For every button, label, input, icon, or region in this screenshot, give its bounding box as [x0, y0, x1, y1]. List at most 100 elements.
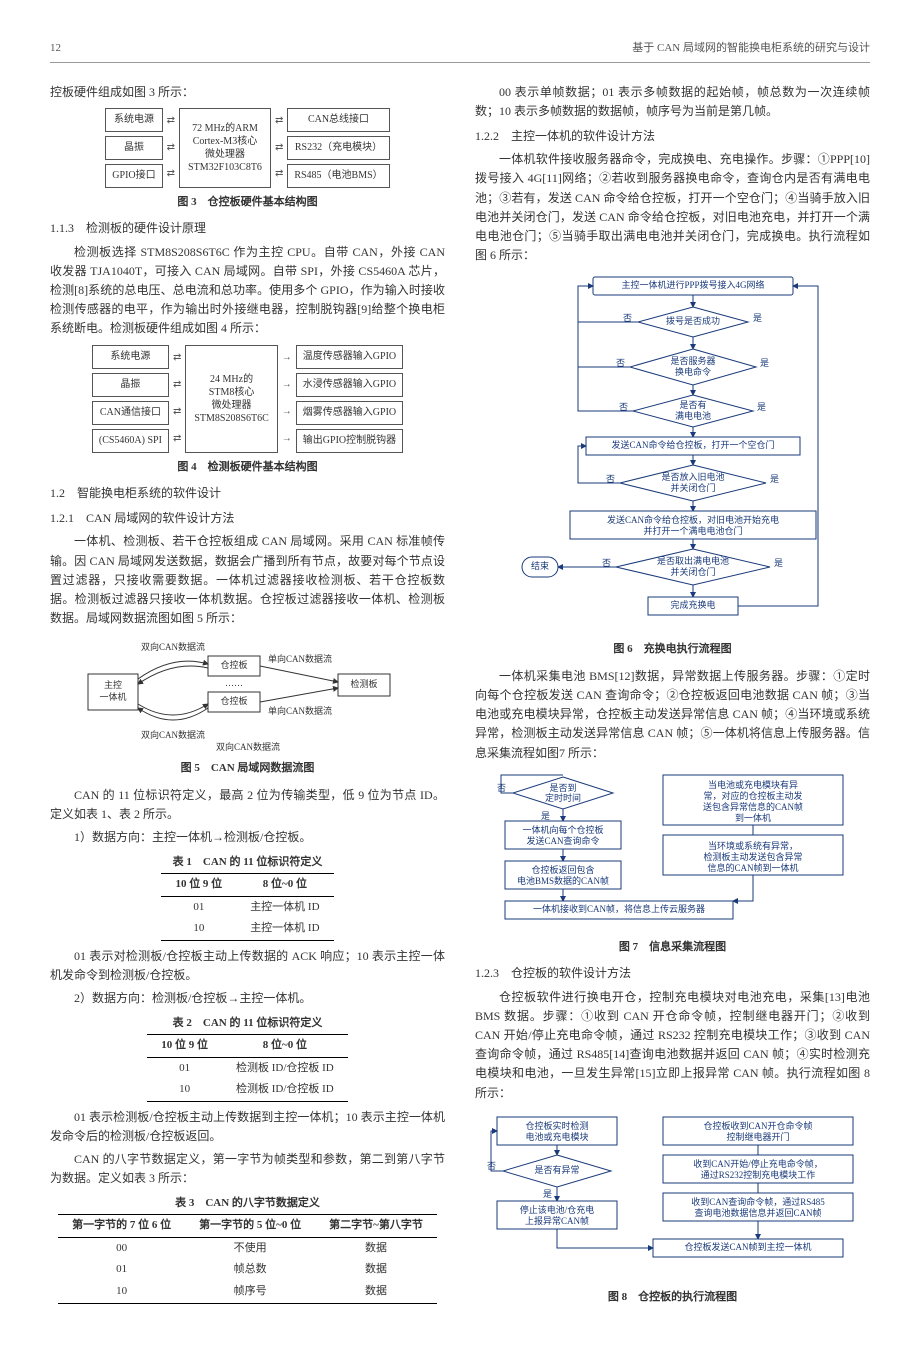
svg-text:是否有: 是否有 — [679, 399, 706, 410]
svg-text:仓控板实时检测: 仓控板实时检测 — [525, 1120, 588, 1131]
fig6-b1-l1: 是否服务器 — [670, 355, 715, 366]
svg-text:并关闭仓门: 并关闭仓门 — [670, 566, 715, 577]
figure-8: 仓控板实时检测 电池或充电模块 仓控板收到CAN开仓命令帧 控制继电器开门 是否… — [483, 1111, 863, 1281]
svg-text:仓控板返回包含: 仓控板返回包含 — [531, 864, 594, 875]
svg-text:双向CAN数据流: 双向CAN数据流 — [140, 729, 204, 740]
svg-text:双向CAN数据流: 双向CAN数据流 — [140, 641, 204, 652]
fig4-left-3: (CS5460A) SPI — [92, 429, 169, 453]
svg-text:收到CAN查询命令帧，通过RS485: 收到CAN查询命令帧，通过RS485 — [691, 1196, 825, 1207]
s12-title: 1.2 智能换电柜系统的软件设计 — [50, 484, 445, 503]
svg-text:发送CAN命令给仓控板，打开一个空仓门: 发送CAN命令给仓控板，打开一个空仓门 — [611, 439, 774, 450]
svg-text:是否到: 是否到 — [549, 782, 576, 793]
figure-3: 系统电源 晶振 GPIO接口 ⇄⇄⇄ 72 MHz的ARM Cortex-M3核… — [50, 108, 445, 188]
s121-title: 1.2.1 CAN 局域网的软件设计方法 — [50, 509, 445, 528]
s122-title: 1.2.2 主控一体机的软件设计方法 — [475, 127, 870, 146]
fig5-main-l2: 一体机 — [99, 691, 126, 702]
s121-p2: CAN 的 11 位标识符定义，最高 2 位为传输类型，低 9 位为节点 ID。… — [50, 786, 445, 824]
svg-text:满电电池: 满电电池 — [674, 410, 710, 421]
fig3-caption: 图 3 仓控板硬件基本结构图 — [50, 194, 445, 212]
svg-text:是否放入旧电池: 是否放入旧电池 — [661, 471, 724, 482]
fig4-right-1: 水浸传感器输入GPIO — [296, 373, 403, 397]
left-intro: 控板硬件组成如图 3 所示： — [50, 83, 445, 102]
svg-text:仓控板: 仓控板 — [220, 695, 247, 706]
s122-p1: 一体机软件接收服务器命令，完成换电、充电操作。步骤：①PPP[10]拨号接入 4… — [475, 150, 870, 265]
svg-text:上报异常CAN帧: 上报异常CAN帧 — [524, 1215, 588, 1226]
svg-text:否: 否 — [497, 783, 506, 793]
fig4-left-1: 晶振 — [92, 373, 169, 397]
svg-text:停止该电池/仓充电: 停止该电池/仓充电 — [519, 1204, 594, 1215]
svg-text:拨号是否成功: 拨号是否成功 — [665, 315, 719, 326]
fig5-main-l1: 主控 — [103, 679, 121, 690]
page-header: 12 基于 CAN 局域网的智能换电柜系统的研究与设计 — [50, 40, 870, 63]
svg-text:送包含异常信息的CAN帧: 送包含异常信息的CAN帧 — [702, 801, 802, 812]
svg-text:查询电池数据信息并返回CAN帧: 查询电池数据信息并返回CAN帧 — [694, 1207, 821, 1218]
svg-text:仓控板发送CAN帧到主控一体机: 仓控板发送CAN帧到主控一体机 — [684, 1241, 811, 1252]
page-number: 12 — [50, 40, 61, 58]
svg-text:检测板: 检测板 — [350, 678, 377, 689]
fig8-caption: 图 8 仓控板的执行流程图 — [475, 1289, 870, 1307]
left-column: 控板硬件组成如图 3 所示： 系统电源 晶振 GPIO接口 ⇄⇄⇄ 72 MHz… — [50, 83, 445, 1315]
table-2: 10 位 9 位 8 位~0 位 01检测板 ID/仓控板 ID 10检测板 I… — [147, 1034, 348, 1102]
svg-text:是: 是 — [541, 811, 550, 821]
svg-text:否: 否 — [487, 1161, 496, 1171]
running-title: 基于 CAN 局域网的智能换电柜系统的研究与设计 — [632, 40, 870, 58]
svg-text:控制继电器开门: 控制继电器开门 — [726, 1131, 789, 1142]
fig4-right-2: 烟雾传感器输入GPIO — [296, 401, 403, 425]
svg-text:双向CAN数据流: 双向CAN数据流 — [215, 741, 279, 752]
s123-title: 1.2.3 仓控板的软件设计方法 — [475, 964, 870, 983]
svg-text:信息的CAN帧到一体机: 信息的CAN帧到一体机 — [707, 862, 798, 873]
svg-text:常，对应的仓控板主动发: 常，对应的仓控板主动发 — [703, 790, 802, 801]
s113-title: 1.1.3 检测板的硬件设计原理 — [50, 219, 445, 238]
svg-text:当电池或充电模块有异: 当电池或充电模块有异 — [707, 779, 797, 790]
s121-p6: 01 表示检测板/仓控板主动上传数据到主控一体机；10 表示主控一体机发命令后的… — [50, 1108, 445, 1146]
fig4-left-0: 系统电源 — [92, 345, 169, 369]
content-columns: 控板硬件组成如图 3 所示： 系统电源 晶振 GPIO接口 ⇄⇄⇄ 72 MHz… — [50, 83, 870, 1315]
fig6-b1-l2: 换电命令 — [674, 366, 710, 377]
tbl1-caption: 表 1 CAN 的 11 位标识符定义 — [50, 854, 445, 872]
svg-text:主控一体机进行PPP拨号接入4G网络: 主控一体机进行PPP拨号接入4G网络 — [621, 279, 764, 290]
svg-text:并打开一个满电电池仓门: 并打开一个满电电池仓门 — [643, 525, 742, 536]
fig3-left-2: GPIO接口 — [105, 164, 162, 188]
s121-p1: 一体机、检测板、若干仓控板组成 CAN 局域网。采用 CAN 标准帧传输。因 C… — [50, 532, 445, 628]
svg-text:到一体机: 到一体机 — [734, 812, 770, 823]
svg-text:并关闭仓门: 并关闭仓门 — [670, 482, 715, 493]
svg-text:收到CAN开始/停止充电命令帧，: 收到CAN开始/停止充电命令帧， — [693, 1158, 823, 1169]
tbl2-caption: 表 2 CAN 的 11 位标识符定义 — [50, 1015, 445, 1033]
s113-p1: 检测板选择 STM8S208S6T6C 作为主控 CPU。自带 CAN，外接 C… — [50, 243, 445, 339]
svg-text:一体机向每个仓控板: 一体机向每个仓控板 — [522, 824, 603, 835]
svg-text:是: 是 — [774, 558, 783, 568]
svg-text:完成充换电: 完成充换电 — [670, 599, 715, 610]
s123-p1: 仓控板软件进行换电开仓，控制充电模块对电池充电，采集[13]电池 BMS 数据。… — [475, 988, 870, 1103]
s122-p2: 一体机采集电池 BMS[12]数据，异常数据上传服务器。步骤：①定时向每个仓控板… — [475, 667, 870, 763]
fig6-caption: 图 6 充换电执行流程图 — [475, 641, 870, 659]
svg-text:电池或充电模块: 电池或充电模块 — [525, 1131, 588, 1142]
fig4-right-3: 输出GPIO控制脱钩器 — [296, 429, 403, 453]
svg-text:仓控板收到CAN开仓命令帧: 仓控板收到CAN开仓命令帧 — [703, 1120, 812, 1131]
fig4-center: 24 MHz的 STM8核心 微处理器 STM8S208S6T6C — [185, 345, 277, 453]
table-1: 10 位 9 位 8 位~0 位 01主控一体机 ID 10主控一体机 ID — [161, 873, 333, 941]
s121-p5: 2）数据方向：检测板/仓控板→主控一体机。 — [50, 989, 445, 1008]
table-3: 第一字节的 7 位 6 位 第一字节的 5 位~0 位 第二字节~第八字节 00… — [58, 1214, 437, 1303]
fig3-left-1: 晶振 — [105, 136, 162, 160]
right-column: 00 表示单帧数据；01 表示多帧数据的起始帧，帧总数为一次连续帧数；10 表示… — [475, 83, 870, 1315]
svg-text:当环境或系统有异常，: 当环境或系统有异常， — [707, 840, 797, 851]
fig3-right-1: RS232（充电模块） — [287, 136, 389, 160]
svg-text:是: 是 — [760, 358, 769, 368]
svg-text:……: …… — [225, 678, 243, 688]
svg-text:仓控板: 仓控板 — [220, 659, 247, 670]
svg-text:是: 是 — [543, 1189, 552, 1199]
svg-text:是: 是 — [770, 474, 779, 484]
svg-text:是否取出满电电池: 是否取出满电电池 — [656, 555, 728, 566]
svg-text:通过RS232控制充电模块工作: 通过RS232控制充电模块工作 — [700, 1169, 815, 1180]
fig4-left-2: CAN通信接口 — [92, 401, 169, 425]
svg-text:发送CAN查询命令: 发送CAN查询命令 — [526, 835, 599, 846]
fig3-left-0: 系统电源 — [105, 108, 162, 132]
svg-text:单向CAN数据流: 单向CAN数据流 — [267, 705, 331, 716]
svg-text:发送CAN命令给仓控板，对旧电池开始充电: 发送CAN命令给仓控板，对旧电池开始充电 — [606, 514, 778, 525]
fig4-caption: 图 4 检测板硬件基本结构图 — [50, 459, 445, 477]
figure-4: 系统电源 晶振 CAN通信接口 (CS5460A) SPI ⇄⇄⇄⇄ 24 MH… — [50, 345, 445, 453]
svg-text:检测板主动发送包含异常: 检测板主动发送包含异常 — [703, 851, 802, 862]
tbl3-caption: 表 3 CAN 的八字节数据定义 — [50, 1195, 445, 1213]
svg-text:是否有异常: 是否有异常 — [534, 1164, 579, 1175]
fig3-right-0: CAN总线接口 — [287, 108, 389, 132]
